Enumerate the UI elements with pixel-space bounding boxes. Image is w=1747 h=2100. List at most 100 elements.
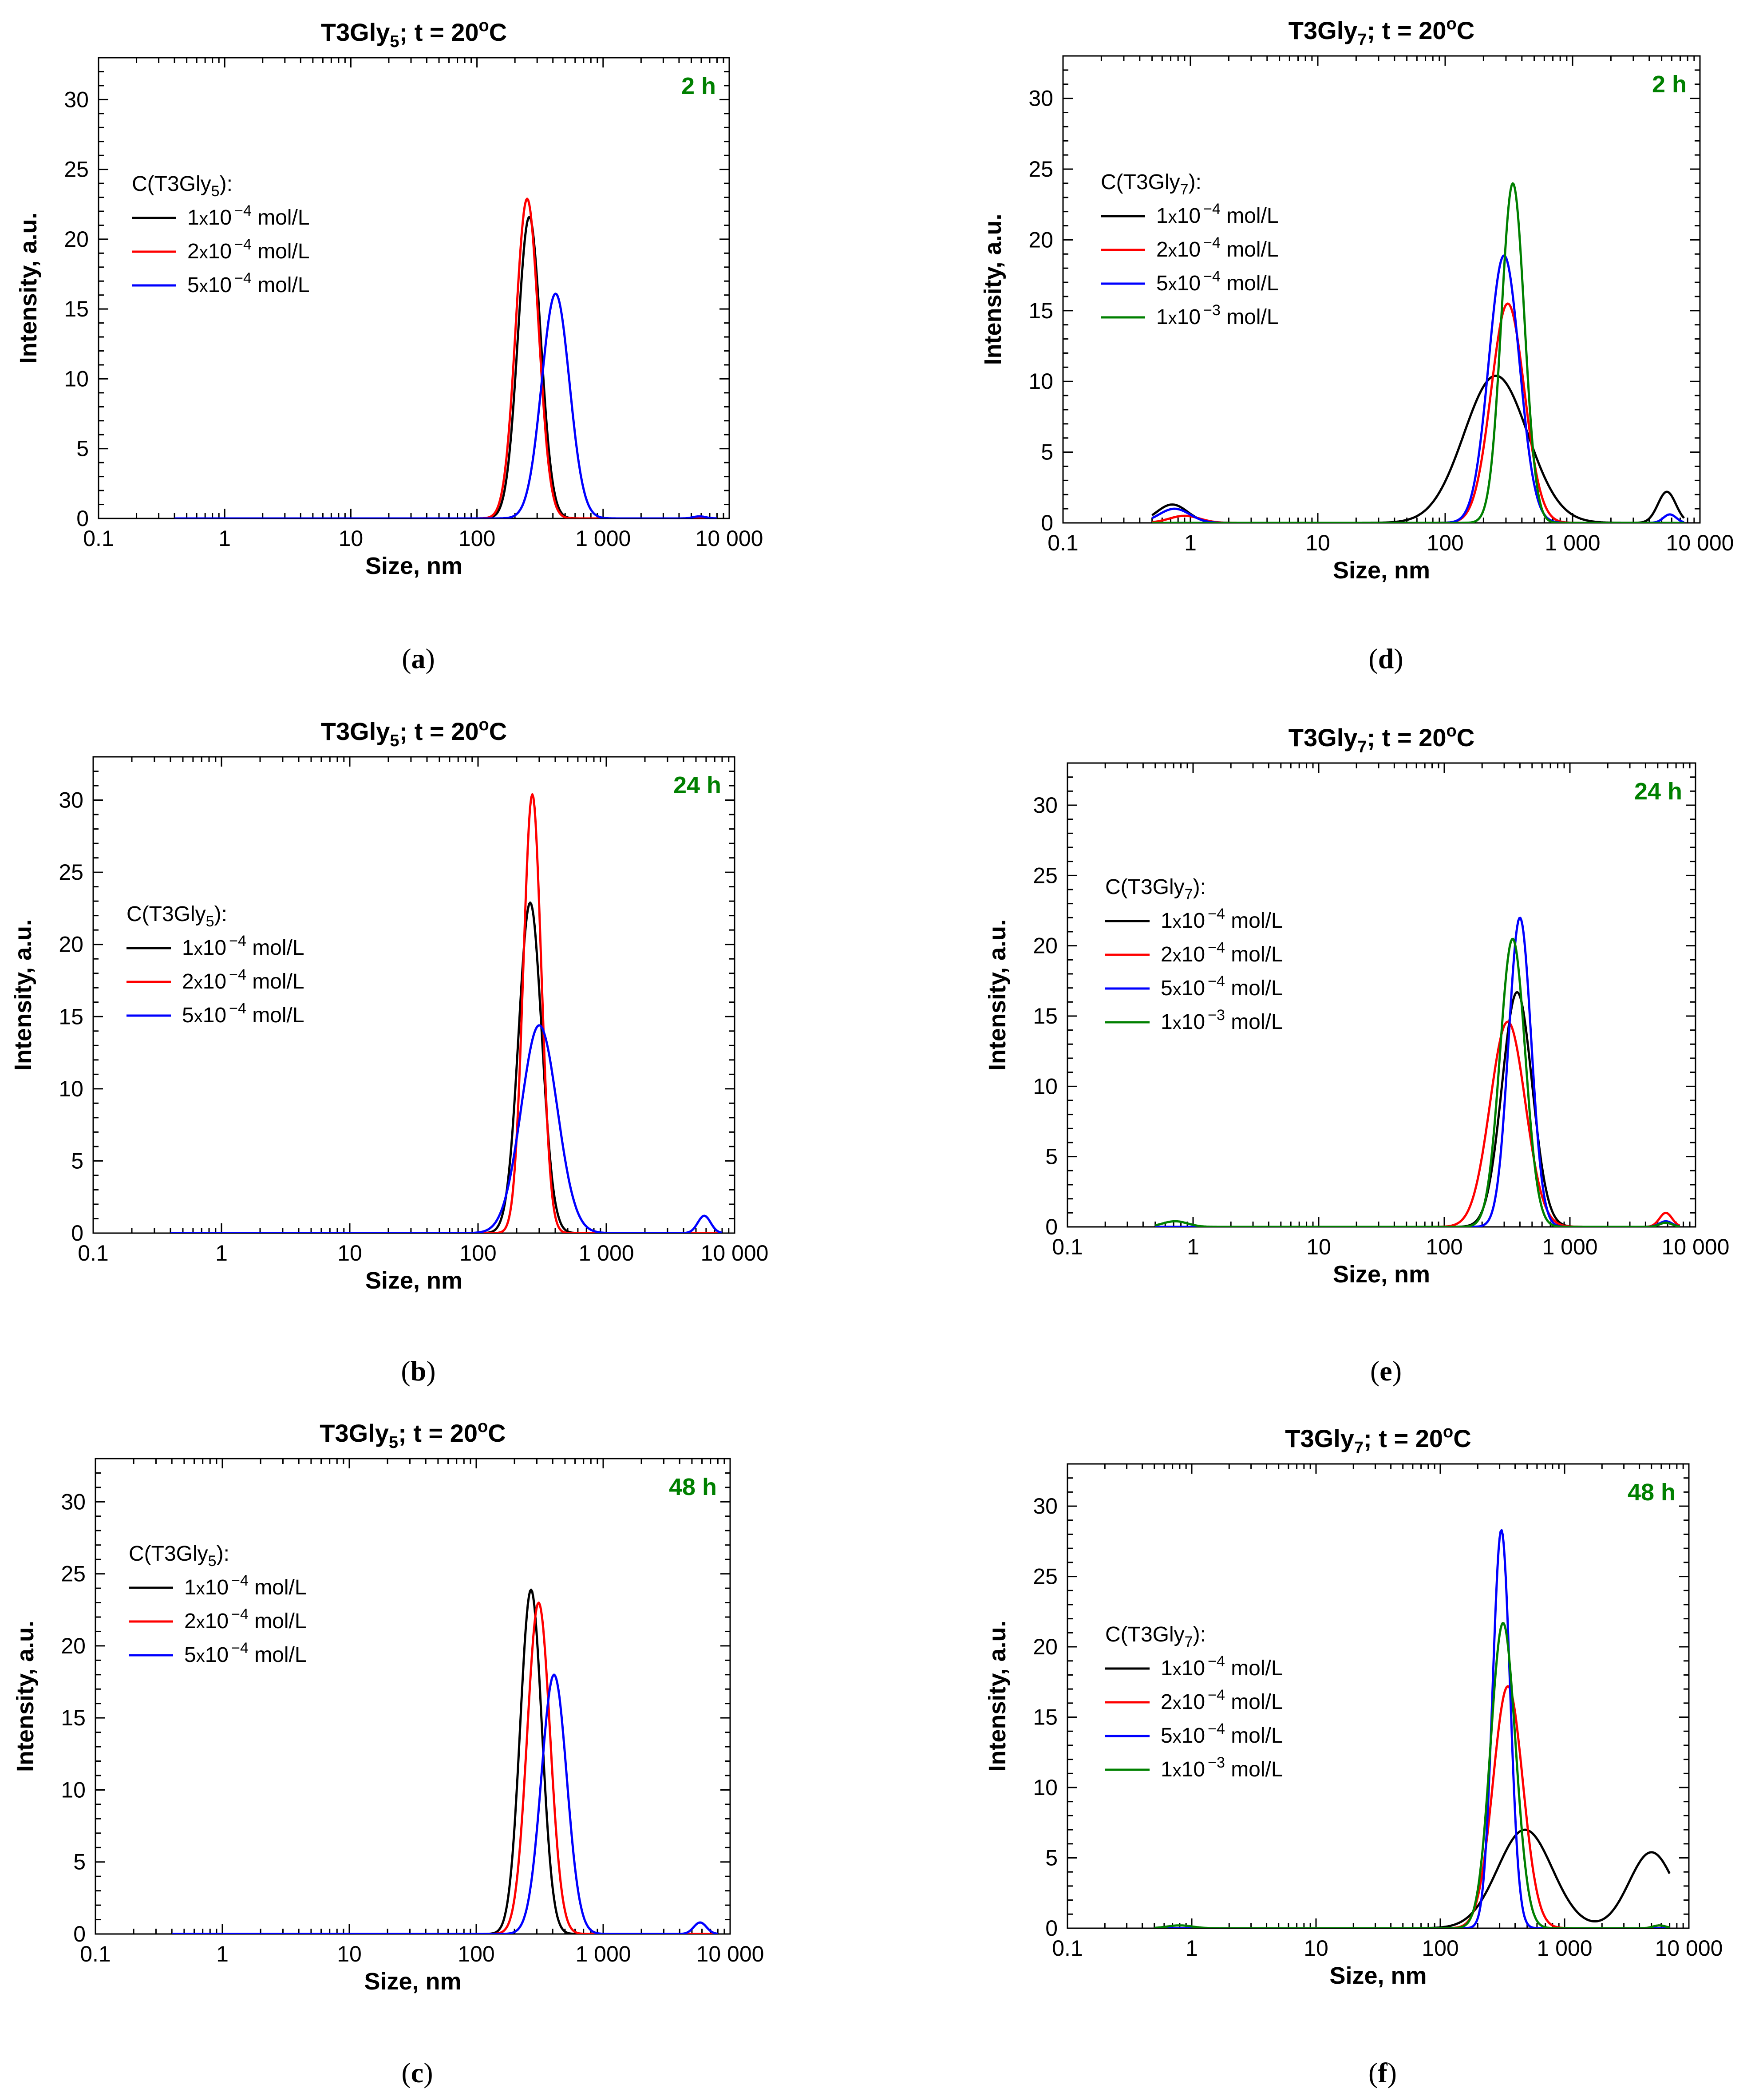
x-tick-label: 1 000 [578,1241,634,1266]
y-tick-label: 5 [1045,1846,1058,1871]
series-line-2 [1155,1020,1680,1227]
chart-title: T3Gly7; t = 20oC [1285,1423,1471,1457]
series-line-1 [1154,1828,1671,1928]
x-axis-label: Size, nm [1329,1962,1427,1989]
x-axis-label: Size, nm [365,553,462,579]
plot-frame [92,756,735,1234]
legend-label: 1x10 −4 mol/L [182,933,304,960]
y-axis-label: Intensity, a.u. [12,1621,39,1772]
y-tick-label: 25 [59,860,83,885]
legend-label: 5x10 −4 mol/L [184,1640,307,1667]
y-tick-label: 20 [1033,1634,1058,1659]
x-tick-label: 10 000 [696,1942,764,1966]
x-tick-label: 10 000 [701,1241,769,1266]
legend-label: 5x10 −4 mol/L [1156,268,1279,295]
legend-label: 5x10 −4 mol/L [1161,973,1283,1000]
x-tick-label: 1 [216,1942,229,1966]
x-tick-label: 100 [1426,1234,1462,1259]
legend-label: 1x10 −4 mol/L [187,202,310,229]
y-tick-label: 25 [1033,863,1058,888]
time-label: 2 h [681,73,716,99]
legend-label: 1x10 −4 mol/L [184,1572,307,1599]
x-axis-label: Size, nm [364,1968,461,1995]
y-tick-label: 0 [71,1221,83,1246]
legend-label: 2x10 −4 mol/L [187,236,310,263]
legend-label: 1x10 −3 mol/L [1156,302,1279,329]
y-tick-label: 15 [1028,298,1053,323]
chart-title: T3Gly5; t = 20oC [320,1417,506,1452]
y-tick-label: 5 [1041,440,1053,465]
x-tick-label: 10 [337,1241,362,1266]
x-tick-label: 10 [337,1942,362,1966]
x-tick-label: 0.1 [78,1241,109,1266]
y-tick-label: 25 [1033,1564,1058,1589]
series-line-3 [174,293,717,518]
legend-label: 1x10 −3 mol/L [1161,1754,1283,1781]
plot-frame [95,1458,731,1935]
chart-panel-b: 0.1 1 10 100 1 000 10 000 0 5 10 15 20 25 30 Size, nm… [10,716,768,1387]
series-line-4 [1152,182,1684,523]
y-tick-label: 20 [59,932,83,957]
y-tick-label: 30 [61,1489,86,1514]
x-tick-label: 1 [218,526,231,551]
series-line-1 [1151,375,1685,523]
y-tick-label: 0 [1045,1916,1058,1941]
panel-caption: (b) [401,1355,435,1387]
chart-panel-f: 0.1 1 10 100 1 000 10 000 0 5 10 15 20 25 30 Size, nm… [984,1423,1723,2088]
legend-label: 5x10 −4 mol/L [187,270,310,297]
series-line-3 [1151,254,1684,523]
x-tick-label: 0.1 [80,1942,111,1966]
y-tick-label: 10 [1033,1775,1058,1800]
y-tick-label: 10 [64,366,89,391]
legend-label: 5x10 −4 mol/L [1161,1720,1283,1748]
y-tick-label: 0 [1041,510,1053,535]
y-tick-label: 25 [1028,157,1053,182]
chart-title: T3Gly5; t = 20oC [321,716,507,750]
x-tick-label: 10 [339,526,364,551]
y-tick-label: 10 [59,1076,83,1101]
y-tick-label: 10 [1033,1074,1058,1099]
chart-panel-d: 0.1 1 10 100 1 000 10 000 0 5 10 15 20 25 30 Size, nm… [980,15,1734,674]
x-axis-label: Size, nm [1333,557,1430,584]
time-label: 24 h [673,772,721,799]
chart-title: T3Gly7; t = 20oC [1289,722,1474,756]
panel-caption: (d) [1368,643,1403,674]
y-tick-label: 25 [64,157,89,182]
y-tick-label: 15 [59,1004,83,1029]
y-tick-label: 20 [64,227,89,252]
legend-label: 2x10 −4 mol/L [1156,234,1279,261]
y-axis-label: Intensity, a.u. [10,919,36,1071]
x-tick-label: 0.1 [1052,1936,1083,1961]
x-tick-label: 0.1 [1052,1234,1083,1259]
y-tick-label: 30 [1033,1494,1058,1519]
y-tick-label: 15 [61,1705,86,1730]
y-tick-label: 20 [61,1633,86,1658]
y-tick-label: 15 [64,297,89,321]
y-tick-label: 0 [1045,1214,1058,1239]
legend-label: 2x10 −4 mol/L [184,1606,307,1633]
x-tick-label: 100 [459,1241,496,1266]
x-tick-label: 10 [1305,530,1330,555]
x-tick-label: 10 000 [1666,530,1734,555]
y-tick-label: 10 [1028,369,1053,394]
chart-panel-a: 0.1 1 10 100 1 000 10 000 0 5 10 15 20 25 30 Size, nm… [15,16,763,674]
time-label: 2 h [1652,71,1687,98]
y-tick-label: 5 [76,436,89,461]
x-tick-label: 10 [1304,1936,1328,1961]
legend-label: 1x10 −3 mol/L [1161,1007,1283,1034]
legend-title: C(T3Gly7): [1105,1623,1206,1650]
x-tick-label: 100 [1427,530,1463,555]
x-tick-label: 1 000 [1542,1234,1597,1259]
chart-panel-c: 0.1 1 10 100 1 000 10 000 0 5 10 15 20 25 30 Size, nm… [12,1417,764,2088]
y-tick-label: 5 [1045,1144,1058,1169]
x-tick-label: 1 [215,1241,228,1266]
series-line-3 [170,1024,723,1233]
chart-panel-e: 0.1 1 10 100 1 000 10 000 0 5 10 15 20 25 30 Size, nm… [984,722,1729,1387]
panel-caption: (a) [402,643,435,674]
x-tick-label: 1 000 [1537,1936,1592,1961]
x-tick-label: 0.1 [1047,530,1079,555]
y-tick-label: 15 [1033,1004,1058,1028]
x-tick-label: 1 000 [575,1942,631,1966]
panel-caption: (e) [1370,1355,1402,1387]
